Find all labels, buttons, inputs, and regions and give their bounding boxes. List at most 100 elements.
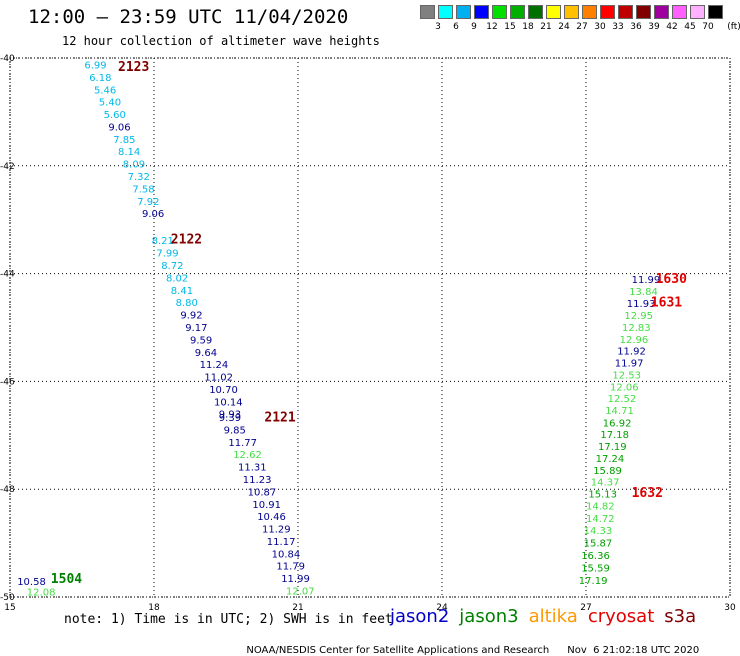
legend-swatch — [654, 5, 669, 19]
legend-swatch — [528, 5, 543, 19]
wave-height-value: 11.97 — [615, 359, 644, 370]
wave-height-value: 11.79 — [276, 562, 305, 573]
wave-height-value: 12.06 — [610, 382, 639, 393]
legend-swatch — [600, 5, 615, 19]
wave-height-value: 10.58 — [17, 577, 46, 588]
wave-height-value: 14.71 — [605, 406, 634, 417]
wave-height-value: 7.99 — [156, 249, 178, 260]
pass-number-label: 2121 — [264, 410, 295, 425]
pass-number-label: 1504 — [51, 572, 82, 587]
legend-tick-label: 21 — [540, 22, 552, 32]
wave-height-value: 9.59 — [190, 335, 212, 346]
wave-height-value: 7.32 — [128, 172, 150, 183]
wave-height-value: 12.95 — [624, 311, 653, 322]
wave-height-value: 8.14 — [118, 147, 140, 158]
legend-tick-label: 70 — [702, 22, 714, 32]
legend-tick-label: 15 — [504, 22, 516, 32]
wave-height-value: 7.58 — [132, 184, 154, 195]
wave-height-value: 8.21 — [152, 236, 174, 247]
legend-tick-label: 6 — [453, 22, 459, 32]
wave-height-value: 11.29 — [262, 525, 291, 536]
wave-height-value: 14.82 — [586, 501, 615, 512]
wave-height-value: 10.14 — [214, 397, 243, 408]
wave-height-value: 10.46 — [257, 512, 286, 523]
wave-height-value: 16.92 — [603, 418, 632, 429]
legend-swatch — [564, 5, 579, 19]
pass-number-label: 2123 — [118, 60, 149, 75]
wave-height-value: 17.19 — [579, 576, 608, 587]
wave-height-value: 11.93 — [627, 299, 656, 310]
legend-swatch — [672, 5, 687, 19]
wave-height-value: 14.37 — [591, 478, 620, 489]
page-title: 12:00 – 23:59 UTC 11/04/2020 — [28, 6, 349, 28]
lat-tick-label: -48 — [0, 485, 15, 495]
satellite-label-altika: altika — [528, 606, 578, 627]
footer-credit: NOAA/NESDIS Center for Satellite Applica… — [240, 634, 699, 656]
legend-tick-label: 18 — [522, 22, 534, 32]
wave-height-value: 8.80 — [176, 298, 198, 309]
legend-swatch — [420, 5, 435, 19]
wave-height-value: 11.99 — [632, 275, 661, 286]
lat-tick-label: -40 — [0, 54, 15, 64]
wave-height-value: 10.87 — [248, 487, 277, 498]
legend-swatch — [438, 5, 453, 19]
wave-height-value: 16.36 — [581, 551, 610, 562]
pass-number-label: 1631 — [651, 296, 682, 311]
wave-height-value: 11.31 — [238, 463, 267, 474]
wave-height-value: 11.92 — [617, 347, 646, 358]
lat-tick-label: -46 — [0, 377, 15, 387]
wave-height-value: 6.99 — [84, 60, 106, 71]
page-subtitle: 12 hour collection of altimeter wave hei… — [62, 34, 380, 48]
wave-height-value: 8.41 — [171, 286, 193, 297]
legend-tick-label: 24 — [558, 22, 570, 32]
legend-swatch — [618, 5, 633, 19]
legend-swatch — [582, 5, 597, 19]
wave-height-value: 12.83 — [622, 323, 651, 334]
wave-height-value: 15.89 — [593, 466, 622, 477]
wave-height-value: 5.46 — [94, 85, 116, 96]
wave-height-value: 13.84 — [629, 287, 658, 298]
legend-tick-label: 30 — [594, 22, 606, 32]
wave-height-value: 8.02 — [166, 273, 188, 284]
wave-height-value: 9.64 — [195, 348, 217, 359]
wave-height-value: 12.96 — [620, 335, 649, 346]
legend-swatch — [690, 5, 705, 19]
wave-height-value: 9.39 — [219, 413, 241, 424]
wave-height-value: 11.77 — [228, 438, 257, 449]
pass-number-label: 1632 — [632, 486, 663, 501]
lat-tick-label: -42 — [0, 162, 15, 172]
wave-height-value: 17.24 — [596, 454, 625, 465]
wave-height-value: 11.99 — [281, 574, 310, 585]
legend-tick-label: 42 — [666, 22, 678, 32]
wave-height-value: 12.62 — [233, 450, 262, 461]
wave-height-value: 9.06 — [108, 122, 130, 133]
legend-tick-label: 45 — [684, 22, 696, 32]
satellite-label-jason3: jason3 — [459, 606, 519, 627]
wave-height-value: 11.17 — [267, 537, 296, 548]
legend-swatch — [546, 5, 561, 19]
wave-height-value: 15.87 — [584, 539, 613, 550]
pass-number-label: 2122 — [171, 233, 202, 248]
lon-tick-label: 24 — [436, 603, 448, 613]
wave-height-value: 12.07 — [286, 587, 315, 598]
wave-height-value: 14.72 — [586, 514, 615, 525]
legend-tick-label: 33 — [612, 22, 624, 32]
wave-height-value: 12.52 — [608, 394, 637, 405]
wave-height-value: 15.59 — [581, 563, 610, 574]
wave-height-value: 11.24 — [200, 360, 229, 371]
legend-tick-label: 27 — [576, 22, 588, 32]
wave-height-value: 7.85 — [113, 135, 135, 146]
legend-swatch — [456, 5, 471, 19]
wave-height-value: 5.60 — [104, 110, 126, 121]
legend-tick-label: 36 — [630, 22, 642, 32]
lon-tick-label: 18 — [148, 603, 160, 613]
wave-height-value: 14.33 — [584, 526, 613, 537]
lon-tick-label: 15 — [4, 603, 15, 613]
legend-unit: (ft) — [727, 22, 740, 32]
wave-height-value: 10.91 — [252, 500, 281, 511]
legend-swatch — [708, 5, 723, 19]
satellite-label-jason2: jason2 — [390, 606, 450, 627]
legend-swatch — [636, 5, 651, 19]
wave-height-value: 9.92 — [180, 311, 202, 322]
